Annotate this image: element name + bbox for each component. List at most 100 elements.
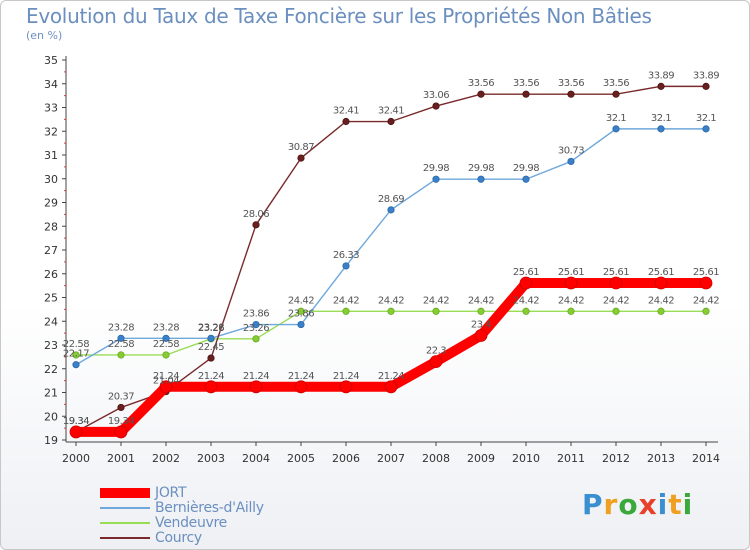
data-point	[204, 380, 218, 394]
data-point	[432, 102, 440, 110]
data-point	[657, 82, 665, 90]
data-label: 23.26	[243, 323, 269, 334]
data-label: 23.4	[471, 320, 491, 331]
data-label: 32.1	[606, 113, 626, 124]
data-label: 25.61	[558, 267, 584, 278]
data-label: 33.56	[558, 78, 584, 89]
data-label: 21.24	[378, 371, 404, 382]
data-point	[117, 334, 125, 342]
data-label: 21.24	[288, 371, 314, 382]
data-label: 24.42	[558, 295, 584, 306]
data-label: 32.1	[651, 113, 671, 124]
data-label: 23.86	[288, 309, 314, 320]
data-label: 23.26	[198, 323, 224, 334]
data-point	[477, 175, 485, 183]
data-point	[699, 276, 713, 290]
data-label: 25.61	[603, 267, 629, 278]
data-point	[387, 307, 395, 315]
logo-letter: i	[657, 488, 669, 521]
data-label: 33.56	[513, 78, 539, 89]
x-tick-label: 2009	[467, 452, 495, 465]
data-label: 21.24	[333, 371, 359, 382]
data-label: 25.61	[648, 267, 674, 278]
y-tick-label: 35	[44, 54, 58, 67]
y-tick-label: 31	[44, 149, 58, 162]
y-tick-label: 29	[44, 197, 58, 210]
data-point	[207, 334, 215, 342]
y-tick-label: 26	[44, 268, 58, 281]
data-point	[297, 154, 305, 162]
y-tick-label: 23	[44, 339, 58, 352]
data-label: 19.34	[63, 416, 89, 427]
data-point	[72, 351, 80, 359]
data-label: 29.98	[468, 163, 494, 174]
data-point	[474, 329, 488, 342]
data-point	[159, 380, 173, 394]
x-tick-label: 2007	[377, 452, 405, 465]
data-label: 22.58	[153, 339, 179, 350]
data-point	[432, 307, 440, 315]
data-point	[114, 425, 128, 439]
x-tick-label: 2006	[332, 452, 360, 465]
data-point	[609, 276, 623, 290]
data-point	[249, 380, 263, 394]
y-tick-label: 27	[44, 244, 58, 257]
data-label: 24.42	[333, 295, 359, 306]
series-group	[69, 82, 713, 439]
y-tick-label: 33	[44, 102, 58, 115]
data-point	[252, 320, 260, 329]
x-tick-label: 2002	[152, 452, 180, 465]
y-tick-label: 24	[44, 315, 58, 328]
data-point	[69, 425, 83, 439]
x-tick-label: 2001	[107, 452, 135, 465]
data-point	[342, 117, 350, 126]
data-label: 26.33	[333, 250, 359, 261]
data-point	[117, 403, 125, 412]
data-point	[567, 90, 575, 98]
data-point	[477, 307, 485, 315]
data-label: 23.28	[153, 322, 179, 333]
data-label: 23.86	[243, 309, 269, 320]
data-point	[612, 125, 620, 133]
data-point	[564, 276, 578, 290]
data-point	[387, 206, 395, 214]
logo-letter: i	[682, 488, 694, 521]
data-point	[252, 335, 260, 343]
data-point	[612, 307, 620, 315]
data-point	[522, 307, 530, 315]
data-point	[702, 307, 710, 315]
data-label: 22.45	[198, 342, 224, 353]
y-tick-label: 19	[44, 434, 58, 447]
x-tick-label: 2013	[647, 452, 675, 465]
logo-letter: P	[582, 488, 604, 521]
data-label: 22.17	[63, 349, 89, 360]
data-label: 22.58	[63, 339, 89, 350]
legend-swatch	[100, 537, 150, 539]
y-tick-label: 28	[44, 220, 58, 233]
data-label: 22.58	[108, 339, 134, 350]
data-point	[297, 320, 305, 329]
data-label: 24.42	[648, 295, 674, 306]
y-tick-label: 32	[44, 125, 58, 138]
x-tick-label: 2004	[242, 452, 270, 465]
data-point	[522, 90, 530, 98]
y-tick-label: 21	[44, 387, 58, 400]
chart-unit-label: (en %)	[26, 29, 63, 42]
data-label: 23.28	[108, 322, 134, 333]
legend-label: Vendeuvre	[155, 515, 227, 531]
logo-letter: x	[638, 488, 658, 521]
data-point	[207, 354, 215, 362]
data-label: 20.37	[108, 391, 134, 402]
data-point	[432, 175, 440, 183]
data-point	[387, 117, 395, 126]
data-point	[519, 276, 533, 290]
x-tick-label: 2008	[422, 452, 450, 465]
data-label: 24.42	[378, 295, 404, 306]
x-tick-label: 2011	[557, 452, 585, 465]
proxiti-logo: Proxiti	[582, 488, 693, 521]
data-label: 29.98	[423, 163, 449, 174]
data-point	[702, 125, 710, 133]
y-tick-label: 20	[44, 410, 58, 423]
